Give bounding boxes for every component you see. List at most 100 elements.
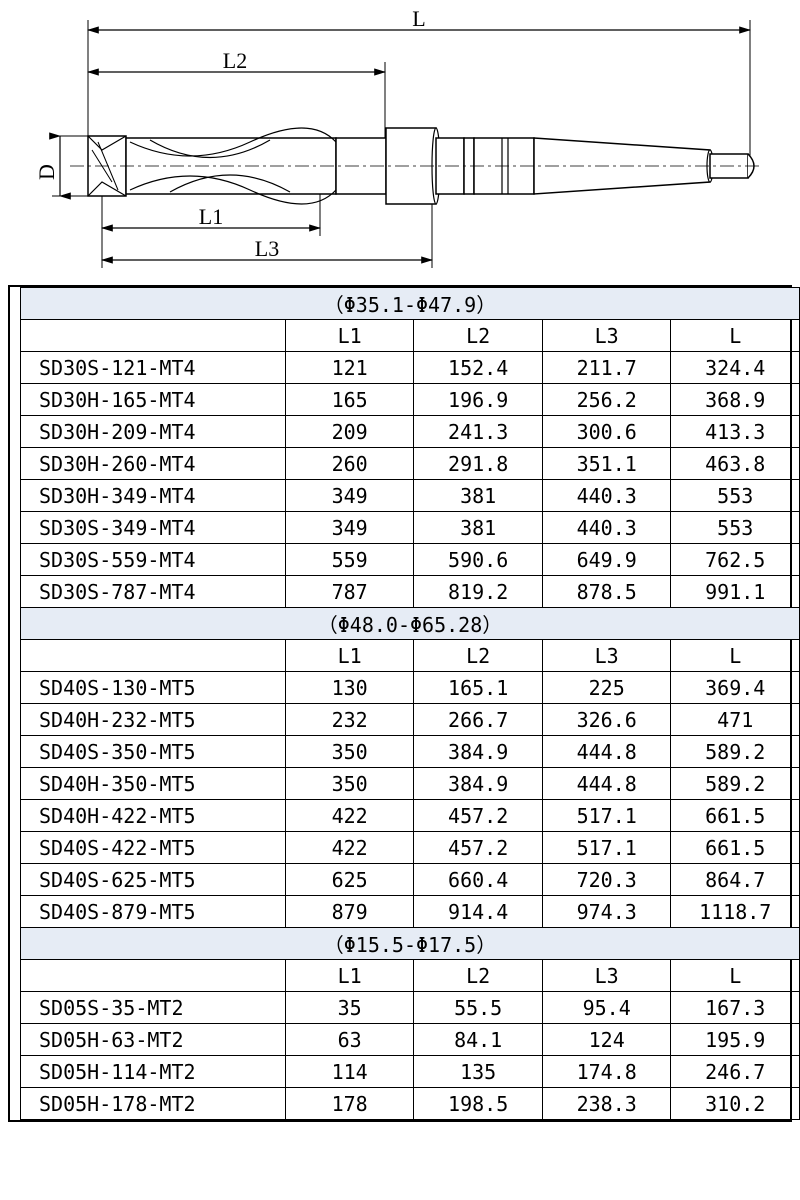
drill-svg: L L2 D	[30, 10, 770, 275]
table-row: SD30S-349-MT4349381440.3553	[21, 512, 800, 544]
part-name: SD40H-350-MT5	[21, 768, 286, 800]
col-header-L1: L1	[285, 640, 414, 672]
cell-value: 878.5	[542, 576, 671, 608]
part-name: SD30H-209-MT4	[21, 416, 286, 448]
cell-value: 121	[285, 352, 414, 384]
table-row: SD05S-35-MT23555.595.4167.3	[21, 992, 800, 1024]
cell-value: 165.1	[414, 672, 543, 704]
cell-value: 381	[414, 512, 543, 544]
cell-value: 444.8	[542, 736, 671, 768]
cell-value: 238.3	[542, 1088, 671, 1120]
drill-diagram: L L2 D	[0, 0, 800, 285]
cell-value: 440.3	[542, 480, 671, 512]
dim-D: D	[34, 164, 59, 180]
cell-value: 152.4	[414, 352, 543, 384]
cell-value: 991.1	[671, 576, 800, 608]
col-header-L: L	[671, 640, 800, 672]
cell-value: 349	[285, 480, 414, 512]
cell-value: 589.2	[671, 768, 800, 800]
table-row: SD40S-422-MT5422457.2517.1661.5	[21, 832, 800, 864]
cell-value: 787	[285, 576, 414, 608]
cell-value: 211.7	[542, 352, 671, 384]
table-row: SD30H-165-MT4165196.9256.2368.9	[21, 384, 800, 416]
cell-value: 720.3	[542, 864, 671, 896]
table-row: SD30H-349-MT4349381440.3553	[21, 480, 800, 512]
spec-table: （Φ35.1-Φ47.9）L1L2L3LSD30S-121-MT4121152.…	[20, 287, 800, 1120]
cell-value: 517.1	[542, 832, 671, 864]
cell-value: 914.4	[414, 896, 543, 928]
cell-value: 553	[671, 480, 800, 512]
table-row: SD30S-559-MT4559590.6649.9762.5	[21, 544, 800, 576]
cell-value: 124	[542, 1024, 671, 1056]
cell-value: 350	[285, 768, 414, 800]
table-row: SD30S-787-MT4787819.2878.5991.1	[21, 576, 800, 608]
col-header-L1: L1	[285, 960, 414, 992]
table-row: SD40S-130-MT5130165.1225369.4	[21, 672, 800, 704]
part-name: SD30H-260-MT4	[21, 448, 286, 480]
table-row: SD40H-232-MT5232266.7326.6471	[21, 704, 800, 736]
table-row: SD40H-350-MT5350384.9444.8589.2	[21, 768, 800, 800]
cell-value: 589.2	[671, 736, 800, 768]
cell-value: 195.9	[671, 1024, 800, 1056]
cell-value: 225	[542, 672, 671, 704]
cell-value: 553	[671, 512, 800, 544]
part-name: SD05H-114-MT2	[21, 1056, 286, 1088]
table-row: SD40H-422-MT5422457.2517.1661.5	[21, 800, 800, 832]
cell-value: 324.4	[671, 352, 800, 384]
group-header: （Φ15.5-Φ17.5）	[21, 928, 800, 960]
cell-value: 84.1	[414, 1024, 543, 1056]
col-header-L: L	[671, 960, 800, 992]
table-row: SD40S-625-MT5625660.4720.3864.7	[21, 864, 800, 896]
part-name: SD30S-349-MT4	[21, 512, 286, 544]
cell-value: 762.5	[671, 544, 800, 576]
cell-value: 384.9	[414, 768, 543, 800]
cell-value: 625	[285, 864, 414, 896]
part-name: SD30H-165-MT4	[21, 384, 286, 416]
cell-value: 232	[285, 704, 414, 736]
cell-value: 1118.7	[671, 896, 800, 928]
cell-value: 167.3	[671, 992, 800, 1024]
cell-value: 471	[671, 704, 800, 736]
dim-L3: L3	[255, 236, 279, 261]
cell-value: 130	[285, 672, 414, 704]
cell-value: 351.1	[542, 448, 671, 480]
dim-L2: L2	[223, 48, 247, 73]
cell-value: 864.7	[671, 864, 800, 896]
cell-value: 413.3	[671, 416, 800, 448]
cell-value: 209	[285, 416, 414, 448]
cell-value: 178	[285, 1088, 414, 1120]
cell-value: 463.8	[671, 448, 800, 480]
cell-value: 35	[285, 992, 414, 1024]
cell-value: 444.8	[542, 768, 671, 800]
cell-value: 350	[285, 736, 414, 768]
cell-value: 63	[285, 1024, 414, 1056]
part-name: SD40S-130-MT5	[21, 672, 286, 704]
part-name: SD05H-178-MT2	[21, 1088, 286, 1120]
cell-value: 457.2	[414, 832, 543, 864]
col-header-name	[21, 960, 286, 992]
col-header-L3: L3	[542, 960, 671, 992]
dim-L1: L1	[199, 204, 223, 229]
col-header-L2: L2	[414, 960, 543, 992]
col-header-L: L	[671, 320, 800, 352]
col-header-L3: L3	[542, 320, 671, 352]
group-header: （Φ35.1-Φ47.9）	[21, 288, 800, 320]
cell-value: 256.2	[542, 384, 671, 416]
cell-value: 819.2	[414, 576, 543, 608]
col-header-name	[21, 640, 286, 672]
part-name: SD40S-350-MT5	[21, 736, 286, 768]
cell-value: 517.1	[542, 800, 671, 832]
table-row: SD05H-114-MT2114135174.8246.7	[21, 1056, 800, 1088]
col-header-L2: L2	[414, 320, 543, 352]
part-name: SD05S-35-MT2	[21, 992, 286, 1024]
part-name: SD40H-232-MT5	[21, 704, 286, 736]
cell-value: 241.3	[414, 416, 543, 448]
col-header-L1: L1	[285, 320, 414, 352]
dim-L: L	[412, 10, 425, 31]
table-row: SD30H-260-MT4260291.8351.1463.8	[21, 448, 800, 480]
col-header-L2: L2	[414, 640, 543, 672]
cell-value: 165	[285, 384, 414, 416]
cell-value: 55.5	[414, 992, 543, 1024]
cell-value: 422	[285, 800, 414, 832]
cell-value: 114	[285, 1056, 414, 1088]
